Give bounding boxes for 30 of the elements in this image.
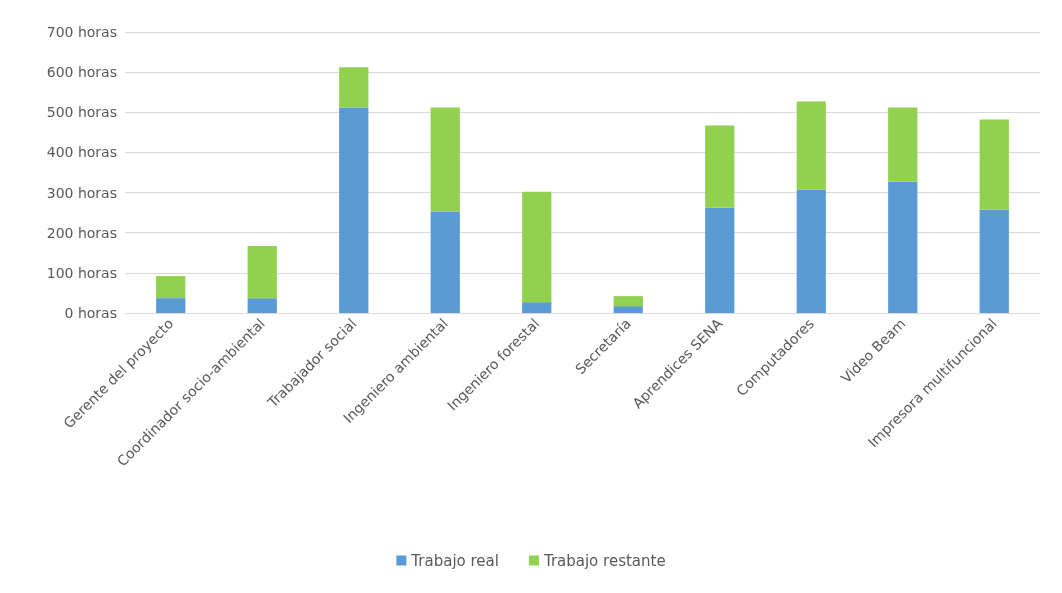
bar [979,209,1009,313]
bar [156,298,186,313]
bar [247,245,277,299]
y-tick-label: 700 horas [46,24,117,40]
y-tick-label: 500 horas [46,104,117,121]
bar [339,107,369,313]
bar [796,189,826,313]
bar [522,302,552,313]
y-tick-label: 200 horas [46,224,117,241]
bar [247,298,277,313]
bar [705,207,735,313]
bar [430,107,460,212]
y-tick-label: 400 horas [46,144,117,161]
bar [796,101,826,190]
y-tick-label: 300 horas [46,184,117,201]
y-tick-label: 0 horas [64,305,117,321]
bar [430,211,460,313]
bar [979,119,1009,210]
bar [613,306,643,313]
bar [888,181,918,313]
y-tick-label: 100 horas [46,264,117,281]
bar [888,107,918,182]
bar [156,276,186,299]
bar [339,67,369,108]
legend-label: Trabajo real [410,551,499,570]
bar [613,296,643,307]
bar [522,191,552,303]
bar [705,125,735,208]
legend-label: Trabajo restante [542,551,666,570]
y-tick-label: 600 horas [46,64,117,81]
